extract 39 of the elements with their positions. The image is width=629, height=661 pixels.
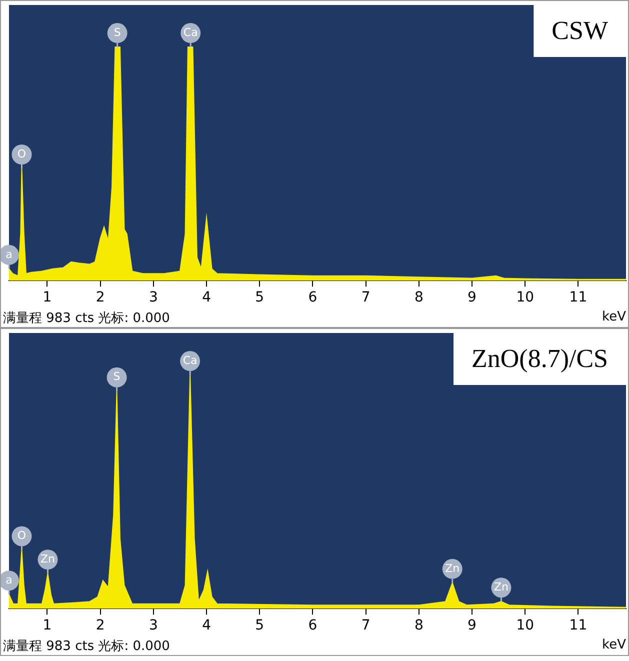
x-tick-label: 8 — [414, 618, 424, 634]
x-tick-label: 1 — [42, 618, 52, 634]
x-tick-label: 7 — [361, 618, 370, 634]
x-tick-label: 5 — [255, 290, 264, 306]
annotation: O — [17, 529, 26, 542]
x-tick-label: 6 — [308, 290, 318, 306]
x-tick-label: 10 — [516, 618, 534, 634]
annotation: Zn — [445, 562, 460, 575]
x-axis-title: keV — [602, 310, 626, 325]
x-tick-label: 6 — [308, 618, 318, 634]
annotation: O — [17, 147, 26, 160]
x-axis-title: keV — [602, 638, 626, 653]
x-tick-label: 11 — [569, 290, 588, 306]
x-tick-label: 4 — [202, 618, 212, 634]
annotation: Zn — [494, 580, 508, 594]
text: 满量程 983 cts 光标: 0.000 — [3, 638, 170, 654]
annotation: a — [6, 573, 12, 586]
annotation: S — [113, 370, 120, 384]
x-tick-label: 4 — [202, 290, 212, 306]
text: 满量程 983 cts 光标: 0.000 — [3, 310, 170, 326]
annotation: a — [6, 248, 12, 261]
annotation: S — [114, 26, 121, 39]
annotation: Ca — [183, 26, 198, 39]
annotation: Zn — [40, 552, 56, 566]
x-tick-label: 2 — [96, 290, 105, 306]
x-tick-label: 11 — [569, 618, 588, 634]
x-tick-label: 1 — [42, 290, 52, 306]
annotation: Ca — [182, 354, 198, 367]
x-tick-label: 10 — [516, 290, 534, 306]
x-tick-label: 3 — [148, 290, 158, 306]
chart-title: ZnO(8.7)/CS — [472, 344, 608, 373]
x-tick-label: 8 — [414, 290, 424, 306]
x-tick-label: 9 — [468, 618, 476, 634]
chart-title: CSW — [552, 16, 608, 45]
x-tick-label: 9 — [468, 290, 476, 306]
x-tick-label: 3 — [148, 618, 158, 634]
x-tick-label: 5 — [255, 618, 264, 634]
x-tick-label: 7 — [361, 290, 370, 306]
x-tick-label: 2 — [96, 618, 105, 634]
